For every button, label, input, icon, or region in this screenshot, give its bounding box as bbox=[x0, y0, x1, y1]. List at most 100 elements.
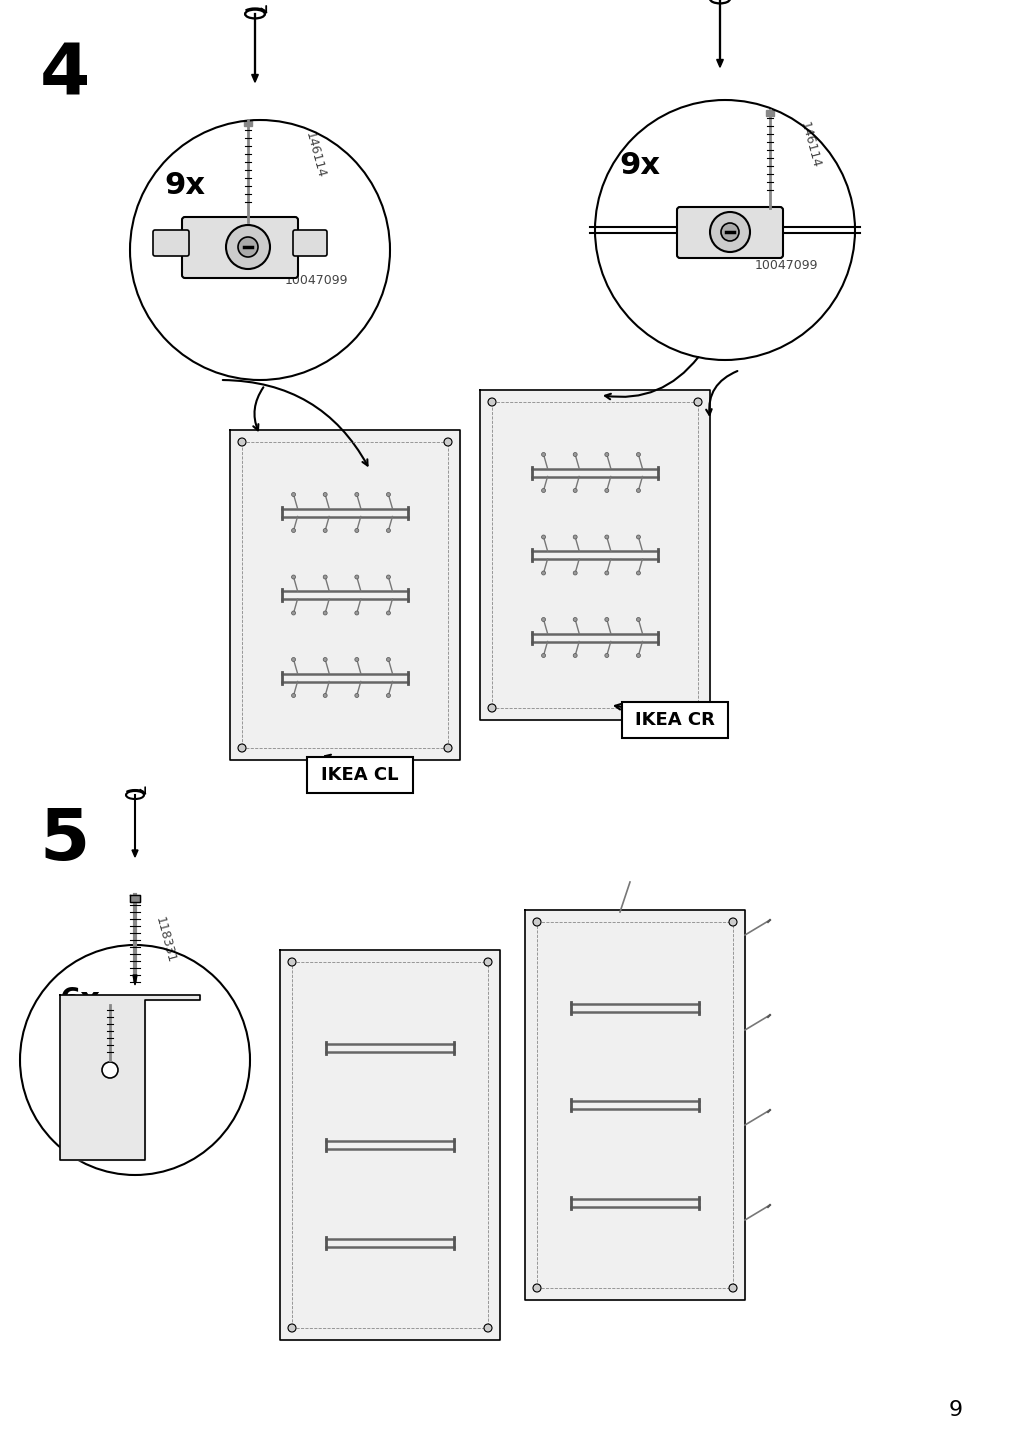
FancyBboxPatch shape bbox=[182, 218, 297, 278]
Circle shape bbox=[572, 488, 576, 493]
Circle shape bbox=[323, 576, 327, 579]
Circle shape bbox=[386, 528, 390, 533]
FancyBboxPatch shape bbox=[153, 231, 189, 256]
Circle shape bbox=[102, 1063, 118, 1078]
Circle shape bbox=[487, 398, 495, 407]
Circle shape bbox=[288, 958, 295, 967]
Polygon shape bbox=[479, 390, 710, 720]
Circle shape bbox=[605, 453, 609, 457]
Circle shape bbox=[572, 571, 576, 576]
Circle shape bbox=[386, 657, 390, 662]
Text: 9: 9 bbox=[948, 1400, 962, 1421]
Circle shape bbox=[291, 576, 295, 579]
Circle shape bbox=[355, 693, 359, 697]
Polygon shape bbox=[229, 430, 460, 760]
Circle shape bbox=[694, 398, 702, 407]
Polygon shape bbox=[60, 995, 200, 1160]
Circle shape bbox=[541, 453, 545, 457]
Circle shape bbox=[291, 693, 295, 697]
Circle shape bbox=[291, 611, 295, 614]
Circle shape bbox=[572, 536, 576, 538]
Circle shape bbox=[355, 576, 359, 579]
Circle shape bbox=[355, 528, 359, 533]
Circle shape bbox=[636, 536, 640, 538]
Circle shape bbox=[323, 493, 327, 497]
Text: 146114: 146114 bbox=[797, 120, 822, 169]
Circle shape bbox=[710, 212, 749, 252]
Circle shape bbox=[386, 576, 390, 579]
Circle shape bbox=[541, 488, 545, 493]
Circle shape bbox=[541, 617, 545, 621]
Circle shape bbox=[386, 611, 390, 614]
Circle shape bbox=[605, 571, 609, 576]
Polygon shape bbox=[525, 909, 744, 1300]
Circle shape bbox=[238, 438, 246, 445]
Circle shape bbox=[636, 653, 640, 657]
Polygon shape bbox=[280, 949, 499, 1340]
Text: 5: 5 bbox=[39, 805, 90, 875]
Circle shape bbox=[572, 653, 576, 657]
Circle shape bbox=[720, 223, 738, 241]
Circle shape bbox=[444, 438, 452, 445]
Circle shape bbox=[288, 1325, 295, 1332]
Circle shape bbox=[605, 653, 609, 657]
Circle shape bbox=[728, 918, 736, 927]
Circle shape bbox=[386, 693, 390, 697]
Circle shape bbox=[572, 617, 576, 621]
Circle shape bbox=[605, 488, 609, 493]
Circle shape bbox=[238, 745, 246, 752]
Circle shape bbox=[323, 528, 327, 533]
Circle shape bbox=[636, 617, 640, 621]
Circle shape bbox=[444, 745, 452, 752]
Polygon shape bbox=[765, 110, 773, 116]
Circle shape bbox=[487, 705, 495, 712]
Circle shape bbox=[605, 536, 609, 538]
Circle shape bbox=[636, 571, 640, 576]
Circle shape bbox=[541, 653, 545, 657]
Circle shape bbox=[483, 958, 491, 967]
Text: 9x: 9x bbox=[619, 150, 660, 179]
Text: 6x: 6x bbox=[60, 985, 100, 1014]
Polygon shape bbox=[244, 120, 252, 126]
Polygon shape bbox=[129, 895, 140, 902]
Text: IKEA CL: IKEA CL bbox=[320, 766, 398, 783]
Text: 146114: 146114 bbox=[302, 130, 328, 179]
Circle shape bbox=[291, 657, 295, 662]
Text: IKEA CR: IKEA CR bbox=[635, 712, 714, 729]
Circle shape bbox=[541, 571, 545, 576]
Circle shape bbox=[225, 225, 270, 269]
Circle shape bbox=[355, 657, 359, 662]
Circle shape bbox=[355, 611, 359, 614]
Polygon shape bbox=[252, 74, 258, 82]
Circle shape bbox=[728, 1285, 736, 1292]
Polygon shape bbox=[132, 975, 136, 985]
Circle shape bbox=[323, 693, 327, 697]
Text: 9x: 9x bbox=[165, 170, 205, 199]
FancyBboxPatch shape bbox=[622, 702, 727, 737]
FancyBboxPatch shape bbox=[676, 208, 783, 258]
Circle shape bbox=[636, 488, 640, 493]
Circle shape bbox=[636, 453, 640, 457]
Circle shape bbox=[694, 705, 702, 712]
Text: 118331: 118331 bbox=[153, 915, 177, 965]
Text: 4: 4 bbox=[39, 40, 90, 109]
Circle shape bbox=[541, 536, 545, 538]
Circle shape bbox=[355, 493, 359, 497]
Circle shape bbox=[483, 1325, 491, 1332]
Circle shape bbox=[605, 617, 609, 621]
Circle shape bbox=[323, 611, 327, 614]
FancyBboxPatch shape bbox=[293, 231, 327, 256]
Circle shape bbox=[291, 528, 295, 533]
FancyBboxPatch shape bbox=[306, 758, 412, 793]
Circle shape bbox=[533, 918, 541, 927]
Text: 10047099: 10047099 bbox=[285, 274, 348, 286]
Text: 10047099: 10047099 bbox=[754, 259, 818, 272]
Circle shape bbox=[238, 238, 258, 256]
Circle shape bbox=[533, 1285, 541, 1292]
Polygon shape bbox=[131, 851, 137, 856]
Circle shape bbox=[572, 453, 576, 457]
Circle shape bbox=[386, 493, 390, 497]
Circle shape bbox=[323, 657, 327, 662]
Circle shape bbox=[291, 493, 295, 497]
Polygon shape bbox=[716, 60, 723, 67]
